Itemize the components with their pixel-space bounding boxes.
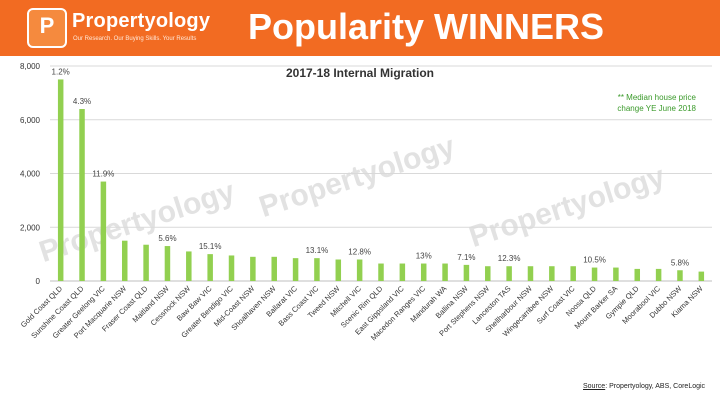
bar bbox=[613, 267, 619, 281]
bar bbox=[698, 271, 705, 281]
bar-annotation: 5.6% bbox=[158, 234, 176, 243]
source-text: : Propertyology, ABS, CoreLogic bbox=[605, 383, 706, 390]
bar bbox=[143, 244, 149, 281]
logo-glyph: P bbox=[39, 13, 55, 38]
bar-annotation: 13.1% bbox=[306, 246, 329, 255]
bar-chart: Propertyology Propertyology Propertyology … bbox=[19, 62, 712, 342]
bar bbox=[506, 266, 512, 281]
bar-annotation: 11.9% bbox=[92, 170, 114, 179]
y-tick-labels: 0 2,000 4,000 6,000 8,000 bbox=[20, 62, 41, 286]
bar-annotations: 1.2% 4.3% 11.9% 5.6% 15.1% 13.1% 12.8% 13% 7.1% 1… bbox=[52, 67, 690, 267]
bar bbox=[57, 79, 64, 281]
bar-annotation: 13% bbox=[416, 252, 432, 261]
bar-annotation: 1.2% bbox=[52, 67, 70, 76]
y-tick-label: 2,000 bbox=[20, 223, 41, 232]
page-title: Popularity WINNERS bbox=[248, 6, 605, 47]
bar-annotation: 7.1% bbox=[457, 253, 475, 262]
bar bbox=[570, 266, 576, 281]
bar bbox=[527, 266, 534, 281]
bar bbox=[335, 259, 342, 281]
bar bbox=[655, 268, 662, 281]
bar bbox=[121, 240, 128, 281]
bar bbox=[271, 256, 277, 281]
bar bbox=[314, 258, 320, 281]
y-tick-label: 0 bbox=[36, 277, 41, 286]
bar bbox=[463, 264, 470, 281]
bar bbox=[356, 259, 363, 281]
bar bbox=[399, 263, 406, 281]
bar-annotation: 10.5% bbox=[583, 256, 606, 265]
y-tick-label: 8,000 bbox=[20, 62, 41, 71]
bar-annotation: 5.8% bbox=[671, 258, 689, 267]
legend-note-line2: change YE June 2018 bbox=[617, 104, 696, 113]
chart-title: 2017-18 Internal Migration bbox=[286, 66, 434, 80]
bar bbox=[207, 254, 213, 281]
bar bbox=[485, 266, 491, 281]
watermark-text: Propertyology bbox=[255, 130, 459, 224]
bar bbox=[420, 263, 427, 281]
y-tick-label: 6,000 bbox=[20, 116, 41, 125]
bar-annotation: 4.3% bbox=[73, 97, 91, 106]
y-tick-label: 4,000 bbox=[20, 170, 41, 179]
bar bbox=[442, 263, 448, 281]
legend-note-line1: ** Median house price bbox=[618, 93, 697, 102]
bar bbox=[378, 263, 384, 281]
bar-annotation: 12.8% bbox=[348, 248, 371, 257]
source-label: Source bbox=[583, 383, 606, 390]
source-note: Source: Propertyology, ABS, CoreLogic bbox=[583, 383, 705, 390]
bar bbox=[634, 268, 641, 281]
bar bbox=[591, 267, 598, 281]
bars bbox=[57, 79, 705, 281]
bar-annotation: 12.3% bbox=[498, 254, 521, 263]
brand-name: Propertyology bbox=[72, 10, 211, 32]
bar bbox=[228, 255, 235, 281]
bar bbox=[186, 251, 192, 281]
bar bbox=[549, 266, 555, 281]
logo-house-icon: P bbox=[27, 8, 67, 48]
brand-tagline: Our Research. Our Buying Skills. Your Re… bbox=[73, 36, 197, 42]
bar bbox=[100, 181, 107, 281]
header-banner: P Propertyology Our Research. Our Buying… bbox=[0, 0, 720, 56]
bar bbox=[677, 270, 683, 281]
bar bbox=[164, 246, 171, 281]
bar bbox=[292, 258, 299, 281]
bar bbox=[79, 109, 85, 281]
bar bbox=[250, 256, 256, 281]
bar-annotation: 15.1% bbox=[199, 242, 222, 251]
y-gridlines bbox=[50, 65, 712, 282]
